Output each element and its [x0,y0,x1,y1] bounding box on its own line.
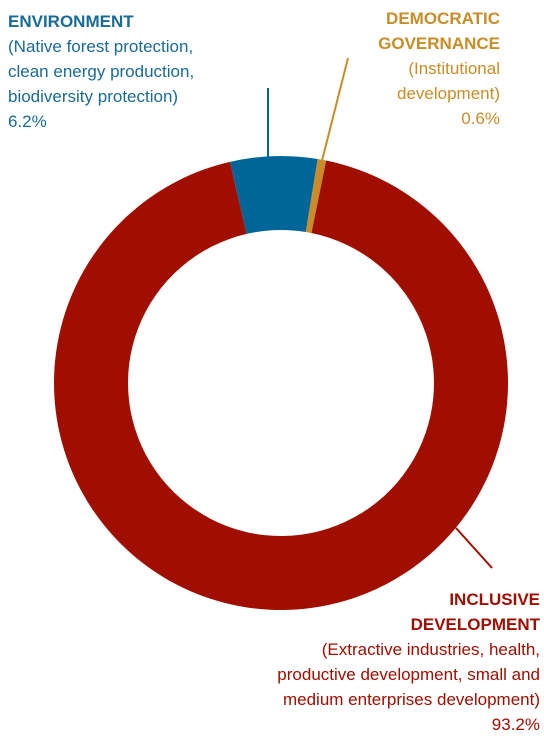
environment-title: ENVIRONMENT [8,12,134,31]
leader-line-governance [320,57,349,164]
inclusive-title: INCLUSIVE [449,590,540,609]
environment-desc-line: biodiversity protection) [8,87,179,106]
leader-lines [267,57,493,569]
leader-line-inclusive [455,527,493,569]
inclusive-percent: 93.2% [491,715,540,734]
environment-desc-line: (Native forest protection, [8,37,194,56]
environment-desc-line: clean energy production, [8,62,195,81]
donut-slice-environment [229,156,318,234]
label-inclusive: INCLUSIVE DEVELOPMENT (Extractive indust… [277,587,540,737]
inclusive-desc-line: medium enterprises development) [282,690,540,709]
inclusive-desc-line: (Extractive industries, health, [321,640,540,659]
label-environment: ENVIRONMENT (Native forest protection, c… [8,9,194,134]
governance-percent: 0.6% [461,109,500,128]
donut-slices [53,156,509,610]
donut-slice-inclusive [53,160,509,610]
governance-desc-line: (Institutional [408,59,500,78]
inclusive-desc-line: productive development, small and [277,665,540,684]
environment-percent: 6.2% [8,112,47,131]
donut-slice-governance [305,158,327,234]
label-governance: DEMOCRATIC GOVERNANCE (Institutional dev… [378,6,500,131]
governance-desc-line: development) [396,84,500,103]
inclusive-title: DEVELOPMENT [410,615,540,634]
governance-title: GOVERNANCE [378,34,500,53]
governance-title: DEMOCRATIC [386,9,500,28]
